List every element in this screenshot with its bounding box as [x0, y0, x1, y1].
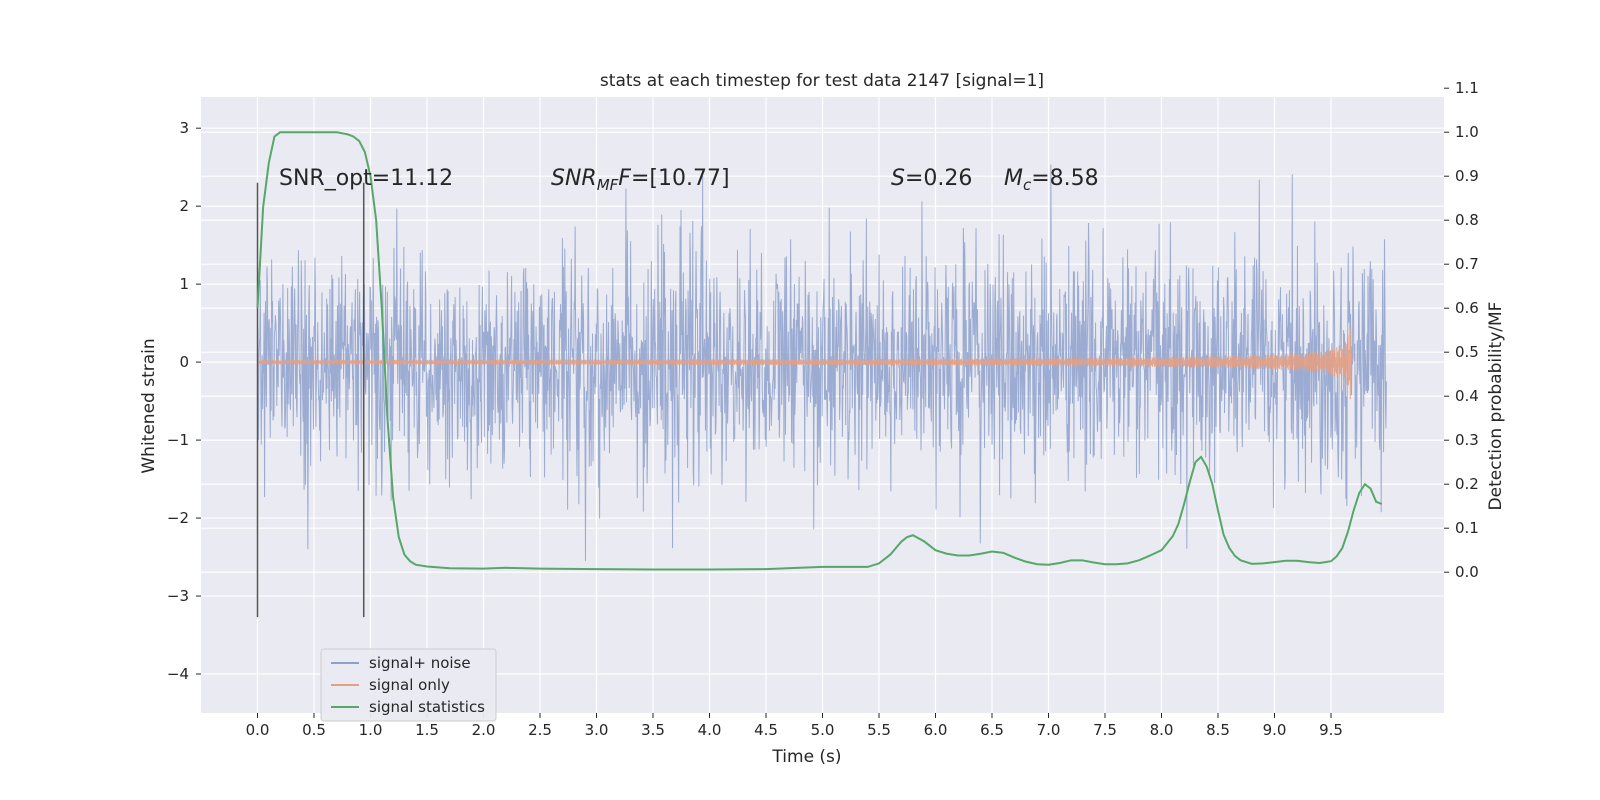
- y-right-tick-label: 0.9: [1455, 167, 1479, 185]
- y-right-tick-label: 0.1: [1455, 519, 1479, 537]
- x-tick-label: 5.5: [867, 721, 891, 739]
- noise-trace: [257, 164, 1387, 562]
- annotations: SNR_opt=11.12 SNRMFF=[10.77] S=0.26 Mc=8…: [279, 166, 1099, 194]
- y-tick-label: −3: [167, 587, 189, 605]
- legend-label-signal-only: signal only: [369, 676, 450, 694]
- legend: signal+ noise signal only signal statist…: [320, 648, 497, 722]
- y-tick-label: −2: [167, 509, 189, 527]
- legend-frame: [320, 648, 497, 722]
- y-axis-title: Whitened strain: [139, 338, 159, 473]
- y-right-tick-label: 0.2: [1455, 475, 1479, 493]
- y-right-tick-label: 1.0: [1455, 123, 1479, 141]
- event-markers: [256, 182, 365, 618]
- annotation-snr-opt: SNR_opt=11.12: [279, 166, 453, 191]
- y-tick-label: 0: [179, 353, 189, 371]
- x-tick-label: 7.0: [1037, 721, 1061, 739]
- y-right-tick-label: 0.3: [1455, 431, 1479, 449]
- y-right-tick-label: 0.4: [1455, 387, 1479, 405]
- annotation-snr-mf: SNRMFF=[10.77]: [551, 166, 730, 194]
- x-tick-label: 9.0: [1263, 721, 1287, 739]
- x-tick-label: 1.0: [359, 721, 383, 739]
- series-signal-plus-noise: [257, 164, 1387, 562]
- series-signal-only: [257, 328, 1354, 400]
- y-tick-label: −1: [167, 431, 189, 449]
- x-tick-label: 8.5: [1206, 721, 1230, 739]
- x-tick-label: 6.5: [980, 721, 1004, 739]
- x-tick-label: 0.0: [246, 721, 270, 739]
- y-right-tick-label: 1.1: [1455, 79, 1479, 97]
- x-tick-label: 2.0: [472, 721, 496, 739]
- x-tick-label: 4.0: [698, 721, 722, 739]
- x-axis: 0.0 0.5 1.0 1.5 2.0 2.5 3.0 3.5 4.0 4.5 5.0 5.5 6.0 6…: [246, 713, 1343, 739]
- series-signal-statistics: [256, 131, 1383, 571]
- statistics-trace: [256, 131, 1383, 571]
- y-axis-right: 1.1 1.0 0.9 0.8 0.7 0.6 0.5 0.4 0.3 0.2 0.1 0.0: [1444, 79, 1479, 581]
- y-right-tick-label: 0.6: [1455, 299, 1479, 317]
- x-tick-label: 5.0: [811, 721, 835, 739]
- x-tick-label: 7.5: [1093, 721, 1117, 739]
- x-axis-title: Time (s): [771, 747, 841, 767]
- x-tick-label: 1.5: [415, 721, 439, 739]
- y-axis-left: 3 2 1 0 −1 −2 −3 −4: [167, 119, 201, 683]
- y-right-tick-label: 0.5: [1455, 343, 1479, 361]
- chart-title: stats at each timestep for test data 214…: [600, 71, 1044, 91]
- x-tick-label: 9.5: [1319, 721, 1343, 739]
- annotation-s: S=0.26: [891, 166, 972, 191]
- x-tick-label: 6.0: [924, 721, 948, 739]
- y-right-tick-label: 0.7: [1455, 255, 1479, 273]
- x-tick-label: 8.0: [1150, 721, 1174, 739]
- legend-label-signal-plus-noise: signal+ noise: [369, 654, 471, 672]
- y-tick-label: 3: [179, 119, 189, 137]
- y-tick-label: 1: [179, 275, 189, 293]
- x-tick-label: 3.5: [641, 721, 665, 739]
- x-tick-label: 4.5: [754, 721, 778, 739]
- x-tick-label: 0.5: [302, 721, 326, 739]
- x-tick-label: 3.0: [585, 721, 609, 739]
- legend-label-signal-statistics: signal statistics: [369, 698, 485, 716]
- x-tick-label: 2.5: [528, 721, 552, 739]
- y-right-tick-label: 0.0: [1455, 563, 1479, 581]
- y-axis-right-title: Detection probability/MF: [1486, 302, 1506, 511]
- signal-trace: [257, 328, 1354, 400]
- y-tick-label: −4: [167, 665, 189, 683]
- y-tick-label: 2: [179, 197, 189, 215]
- y-right-tick-label: 0.8: [1455, 211, 1479, 229]
- annotation-mc: Mc=8.58: [1004, 166, 1099, 194]
